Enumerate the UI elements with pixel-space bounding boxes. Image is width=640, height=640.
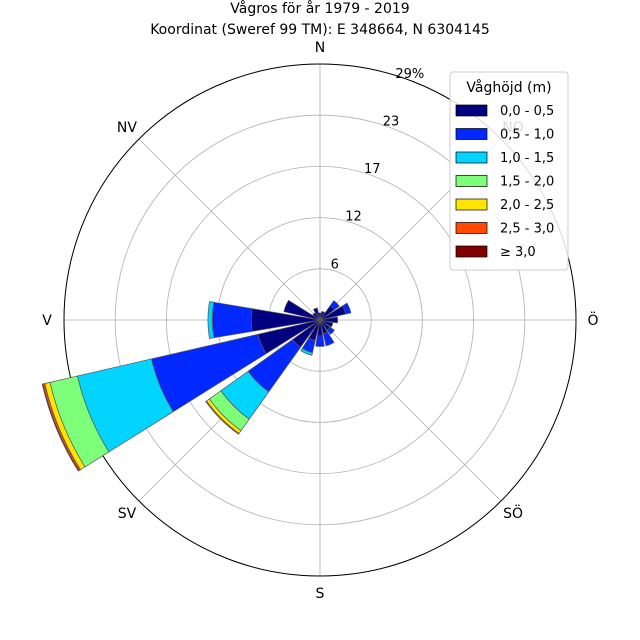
legend-label: 2,0 - 2,5: [500, 198, 554, 213]
legend-items: 0,0 - 0,5 0,5 - 1,0 1,0 - 1,5 1,5 - 2,0 2,0 …: [455, 104, 554, 260]
direction-label: Ö: [587, 311, 598, 329]
rose-bar-segment: [341, 302, 352, 315]
legend-swatch: [455, 198, 488, 211]
legend-label: ≥ 3,0: [500, 245, 536, 260]
radial-tick-label: 23: [383, 114, 400, 129]
direction-label: N: [315, 40, 325, 56]
legend-swatch: [455, 175, 488, 187]
direction-label: V: [42, 313, 52, 329]
legend-swatch: [455, 104, 488, 117]
legend-frame: [449, 71, 569, 271]
chart-subtitle: Koordinat (Sweref 99 TM): E 348664, N 63…: [150, 22, 490, 38]
legend-label: 1,0 - 1,5: [500, 151, 554, 166]
legend-swatch: [455, 128, 488, 140]
rose-bar-segment: [300, 347, 313, 356]
direction-label: SÖ: [503, 504, 523, 522]
direction-label: NV: [117, 120, 137, 136]
legend-swatch: [455, 245, 488, 258]
rose-bar-segment: [207, 301, 215, 339]
rose-bar-segment: [326, 326, 335, 335]
legend-label: 0,5 - 1,0: [500, 128, 554, 143]
rose-bar-segment: [312, 312, 321, 321]
radial-tick-label: 12: [345, 210, 362, 225]
legend-title: Våghöjd (m): [466, 79, 551, 96]
rose-bar-segment: [312, 307, 321, 321]
rose-bar-segment: [329, 300, 340, 311]
outer-frame-circle: [63, 63, 577, 577]
grid-spoke: [319, 319, 502, 502]
radial-tick-label: 29%: [395, 67, 424, 82]
radial-tick-labels: 6 12 17 23 29%: [331, 67, 425, 273]
rose-bar-segment: [41, 383, 80, 472]
legend-label: 0,0 - 0,5: [500, 104, 554, 119]
legend-label: 2,5 - 3,0: [500, 222, 554, 237]
rose-bar-segment: [283, 299, 321, 321]
legend-label: 1,5 - 2,0: [500, 175, 554, 190]
rose-bar-segment: [319, 319, 334, 328]
radial-tick-label: 17: [364, 162, 381, 177]
rose-bar-segment: [322, 331, 335, 347]
rose-bar-segment: [315, 335, 325, 347]
legend: Våghöjd (m) 0,0 - 0,5 0,5 - 1,0 1,0 - 1,5 1…: [449, 71, 569, 271]
polar-grid: [63, 63, 577, 577]
chart-title: Vågros för år 1979 - 2019: [230, 0, 409, 17]
legend-swatch: [455, 151, 488, 164]
direction-label: SV: [118, 506, 137, 522]
grid-spoke: [138, 138, 321, 321]
rose-bars: [41, 299, 352, 472]
direction-label: S: [316, 586, 325, 602]
rose-bar-segment: [319, 316, 339, 324]
rose-bar-segment: [205, 400, 240, 435]
rose-bar-segment: [212, 301, 253, 339]
rose-bar-segment: [318, 312, 322, 321]
legend-swatch: [455, 222, 488, 234]
radial-tick-label: 6: [331, 257, 339, 272]
